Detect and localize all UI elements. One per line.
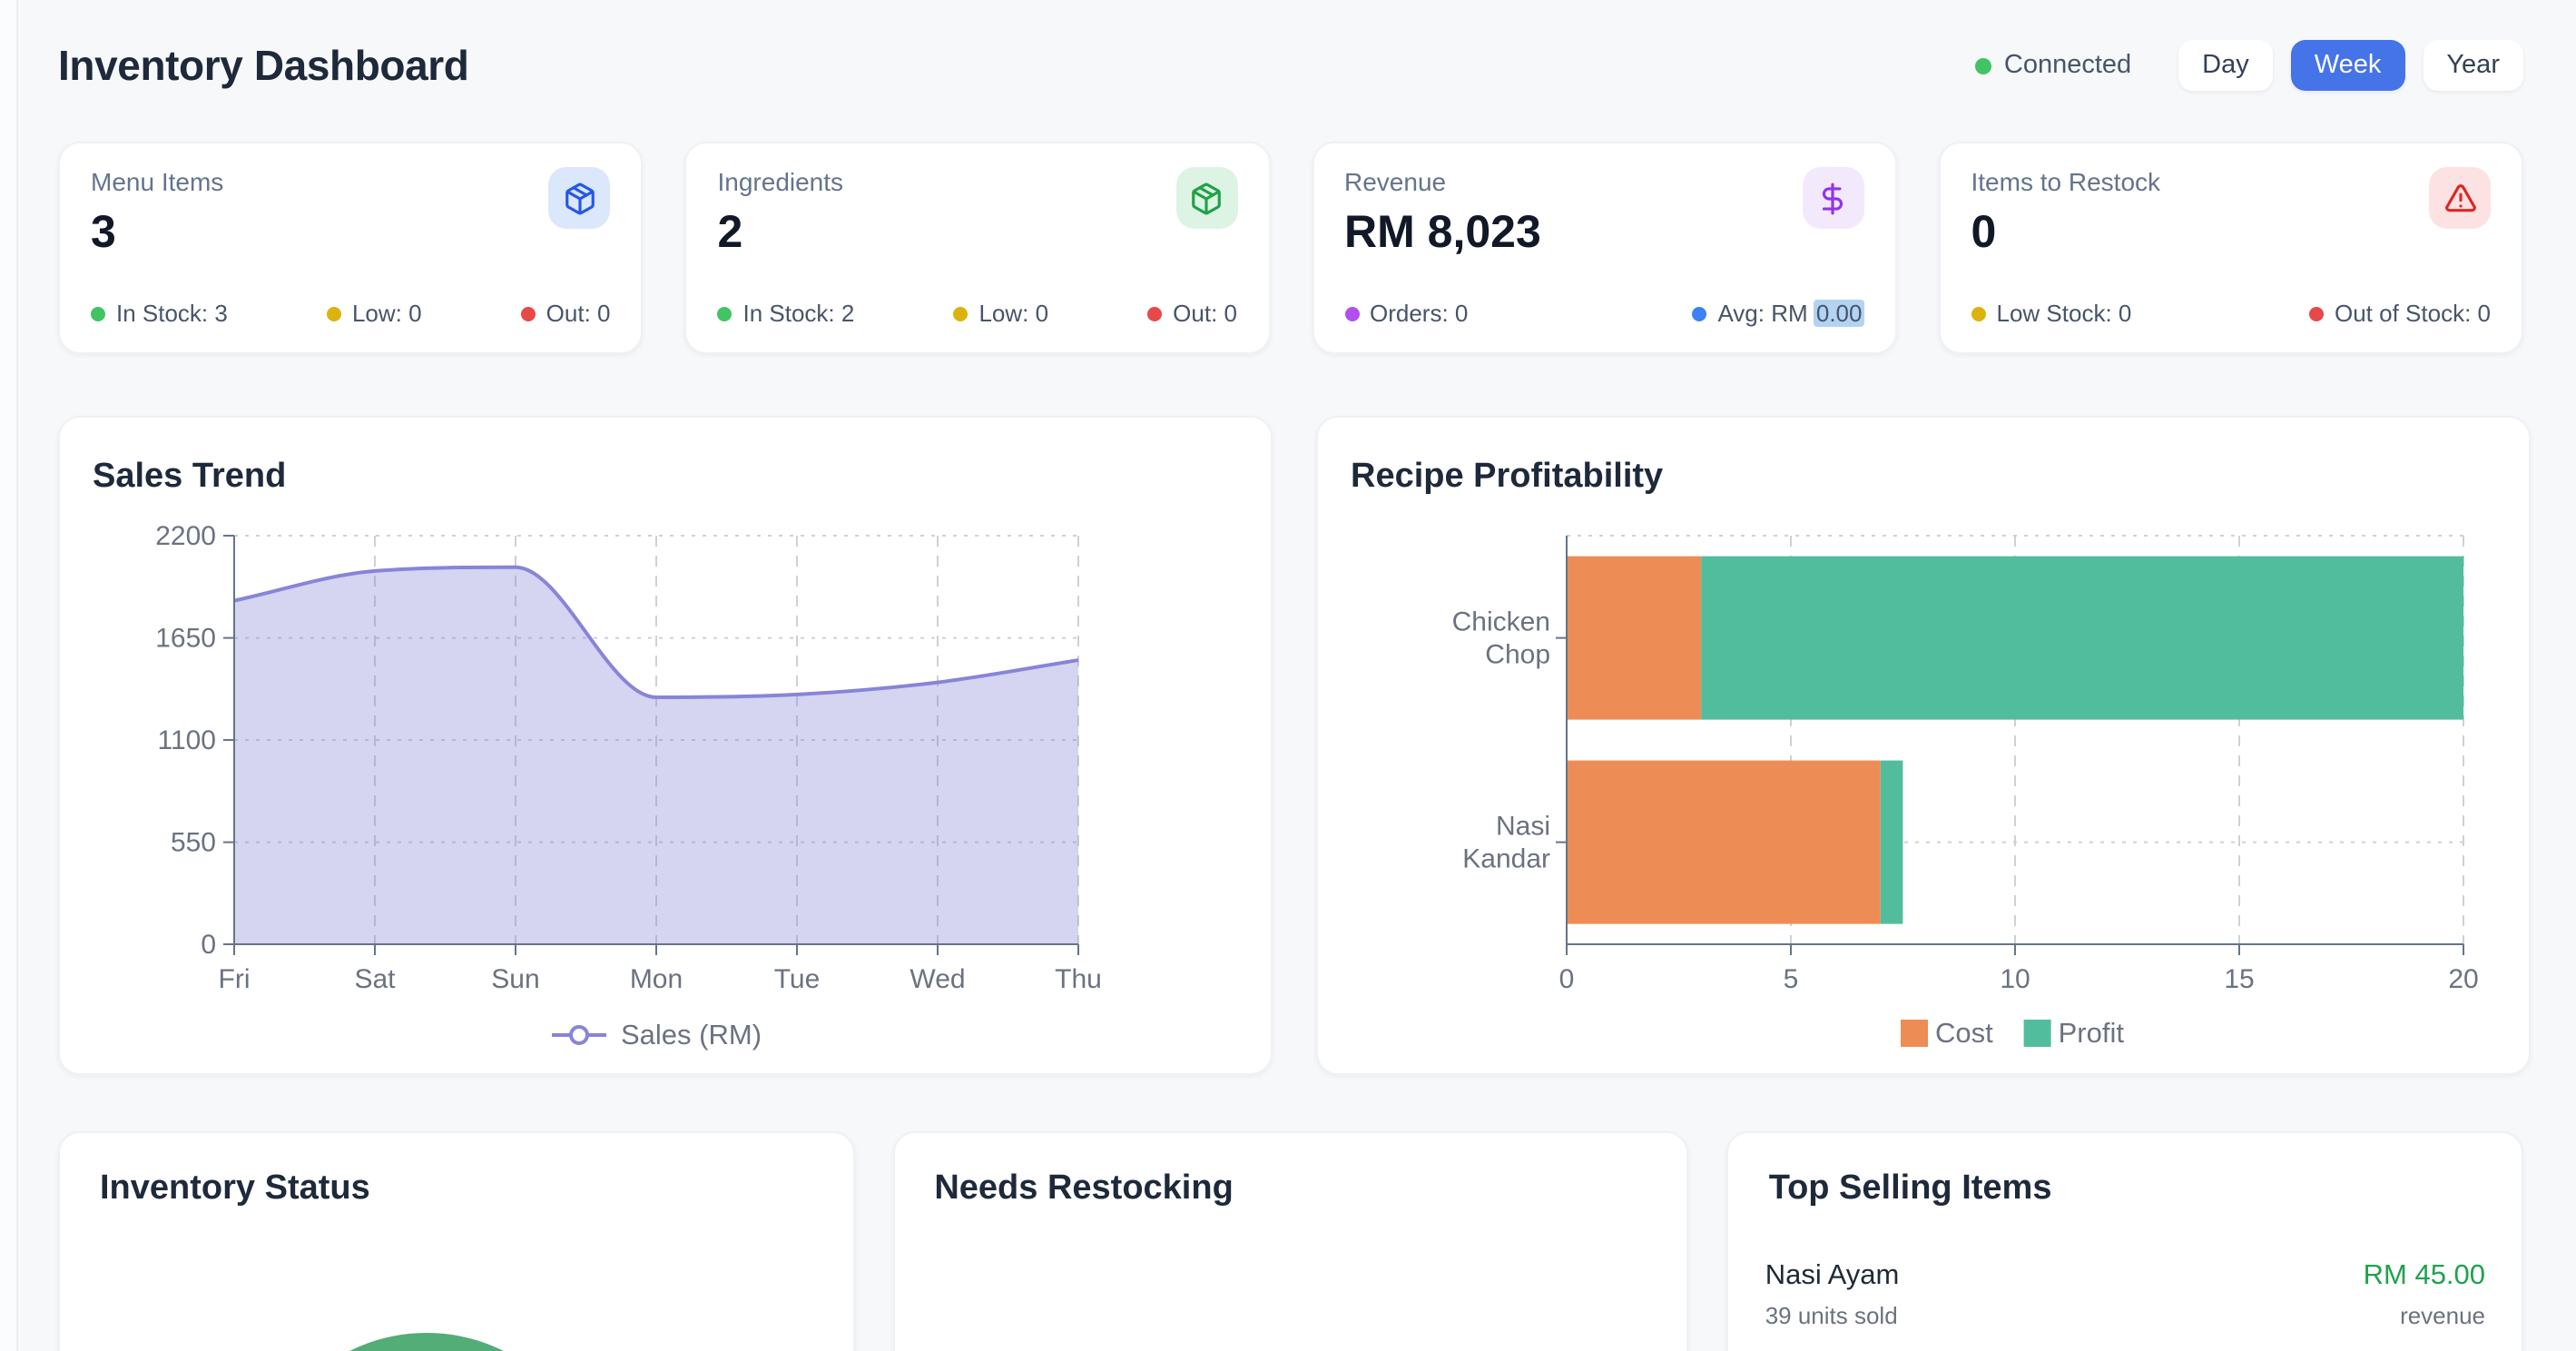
header: Inventory Dashboard Connected Day Week Y… — [58, 33, 2523, 98]
out-stat: Out: 0 — [520, 300, 611, 327]
day-button[interactable]: Day — [2178, 40, 2273, 91]
svg-text:20: 20 — [2448, 964, 2478, 994]
yellow-dot-icon — [326, 306, 341, 320]
charts-row: Sales Trend 0 550 1100 1650 2200 Fri Sat Sun Mon… — [58, 416, 2531, 1075]
connection-status-label: Connected — [2003, 51, 2132, 80]
sales-trend-title: Sales Trend — [93, 458, 287, 496]
needs-restocking-title: Needs Restocking — [934, 1169, 1234, 1208]
avg-stat: Avg: RM 0.00 — [1692, 300, 1864, 327]
stat-value: 0 — [1971, 207, 1997, 258]
selected-text: 0.00 — [1814, 300, 1864, 327]
ingredients-card: Ingredients 2 In Stock: 2 Low: 0 Out: 0 — [684, 142, 1270, 354]
blue-dot-icon — [1692, 306, 1707, 320]
inventory-status-title: Inventory Status — [100, 1169, 370, 1208]
package-icon — [548, 167, 611, 229]
svg-text:1100: 1100 — [157, 725, 216, 755]
stat-label: Ingredients — [717, 167, 844, 196]
svg-text:Wed: Wed — [909, 964, 965, 994]
week-button[interactable]: Week — [2290, 40, 2405, 91]
connection-status: Connected — [1974, 51, 2132, 80]
svg-text:Sat: Sat — [354, 964, 396, 994]
stat-value: 3 — [91, 207, 116, 258]
svg-text:Sun: Sun — [491, 964, 539, 994]
item-revenue: RM 45.00 — [2363, 1260, 2486, 1291]
inventory-status-pie-chart — [254, 1333, 599, 1351]
status-dot-icon — [1974, 57, 1991, 74]
low-stat: Low: 0 — [326, 300, 422, 327]
inventory-status-card: Inventory Status — [58, 1131, 855, 1351]
list-item: Nasi Ayam 39 units sold RM 45.00 revenue — [1765, 1260, 2485, 1329]
stat-value: 2 — [717, 207, 743, 258]
year-button[interactable]: Year — [2423, 40, 2523, 91]
svg-text:Nasi: Nasi — [1496, 812, 1550, 842]
svg-text:Mon: Mon — [630, 964, 683, 994]
revenue-card: Revenue RM 8,023 Orders: 0 Avg: RM 0.00 — [1312, 142, 1897, 354]
red-dot-icon — [1147, 306, 1163, 320]
svg-text:Tue: Tue — [774, 964, 821, 994]
out-of-stock-stat: Out of Stock: 0 — [2309, 300, 2491, 327]
svg-text:Chop: Chop — [1485, 640, 1550, 670]
needs-restocking-card: Needs Restocking — [892, 1131, 1689, 1351]
svg-text:15: 15 — [2224, 964, 2254, 994]
stat-label: Revenue — [1344, 167, 1447, 196]
green-dot-icon — [717, 306, 732, 320]
items-to-restock-card: Items to Restock 0 Low Stock: 0 Out of S… — [1938, 142, 2523, 354]
out-stat: Out: 0 — [1147, 300, 1237, 327]
recipe-profitability-card: Recipe Profitability Chicken Chop Nasi Kand… — [1316, 416, 2531, 1075]
stat-value: RM 8,023 — [1344, 207, 1541, 258]
svg-text:Profit: Profit — [2059, 1017, 2125, 1049]
svg-text:Kandar: Kandar — [1462, 844, 1550, 874]
svg-text:Thu: Thu — [1055, 964, 1102, 994]
sales-trend-chart: 0 550 1100 1650 2200 Fri Sat Sun Mon Tue Wed Thu Sal… — [155, 521, 1102, 1050]
red-dot-icon — [2309, 306, 2324, 320]
item-units: 39 units sold — [1765, 1302, 1898, 1329]
svg-text:Cost: Cost — [1935, 1017, 1993, 1049]
dollar-icon — [1802, 167, 1864, 229]
green-dot-icon — [91, 306, 105, 320]
package-icon — [1175, 167, 1237, 229]
sales-trend-card: Sales Trend 0 550 1100 1650 2200 Fri Sat Sun Mon… — [58, 416, 1273, 1075]
svg-text:5: 5 — [1784, 964, 1799, 994]
orders-stat: Orders: 0 — [1344, 300, 1468, 327]
svg-text:Fri: Fri — [219, 964, 251, 994]
svg-text:0: 0 — [201, 930, 216, 960]
stat-label: Items to Restock — [1971, 167, 2161, 196]
recipe-profitability-title: Recipe Profitability — [1351, 458, 1664, 496]
stat-label: Menu Items — [91, 167, 224, 196]
left-gutter — [0, 0, 18, 1351]
in-stock-stat: In Stock: 3 — [91, 300, 228, 327]
svg-text:Chicken: Chicken — [1452, 607, 1550, 637]
svg-text:0: 0 — [1559, 964, 1575, 994]
top-selling-title: Top Selling Items — [1768, 1169, 2052, 1208]
item-name: Nasi Ayam — [1765, 1260, 1900, 1291]
alert-triangle-icon — [2429, 167, 2491, 229]
top-selling-card: Top Selling Items Nasi Ayam 39 units sol… — [1726, 1131, 2524, 1351]
svg-text:10: 10 — [2000, 964, 2030, 994]
red-dot-icon — [520, 306, 536, 320]
item-revenue-label: revenue — [2400, 1302, 2486, 1329]
svg-text:Sales (RM): Sales (RM) — [621, 1019, 762, 1050]
stat-cards-row: Menu Items 3 In Stock: 3 Low: 0 Out: 0 I… — [58, 142, 2523, 354]
yellow-dot-icon — [1971, 306, 1986, 320]
page-title: Inventory Dashboard — [58, 41, 469, 88]
in-stock-stat: In Stock: 2 — [717, 300, 854, 327]
low-stock-stat: Low Stock: 0 — [1971, 300, 2131, 327]
low-stat: Low: 0 — [953, 300, 1048, 327]
menu-items-card: Menu Items 3 In Stock: 3 Low: 0 Out: 0 — [58, 142, 644, 354]
purple-dot-icon — [1344, 306, 1359, 320]
bottom-row: Inventory Status Needs Restocking Top Se… — [58, 1131, 2524, 1351]
svg-text:1650: 1650 — [155, 624, 216, 654]
svg-text:2200: 2200 — [155, 521, 216, 551]
svg-text:550: 550 — [171, 828, 216, 858]
yellow-dot-icon — [953, 306, 968, 320]
